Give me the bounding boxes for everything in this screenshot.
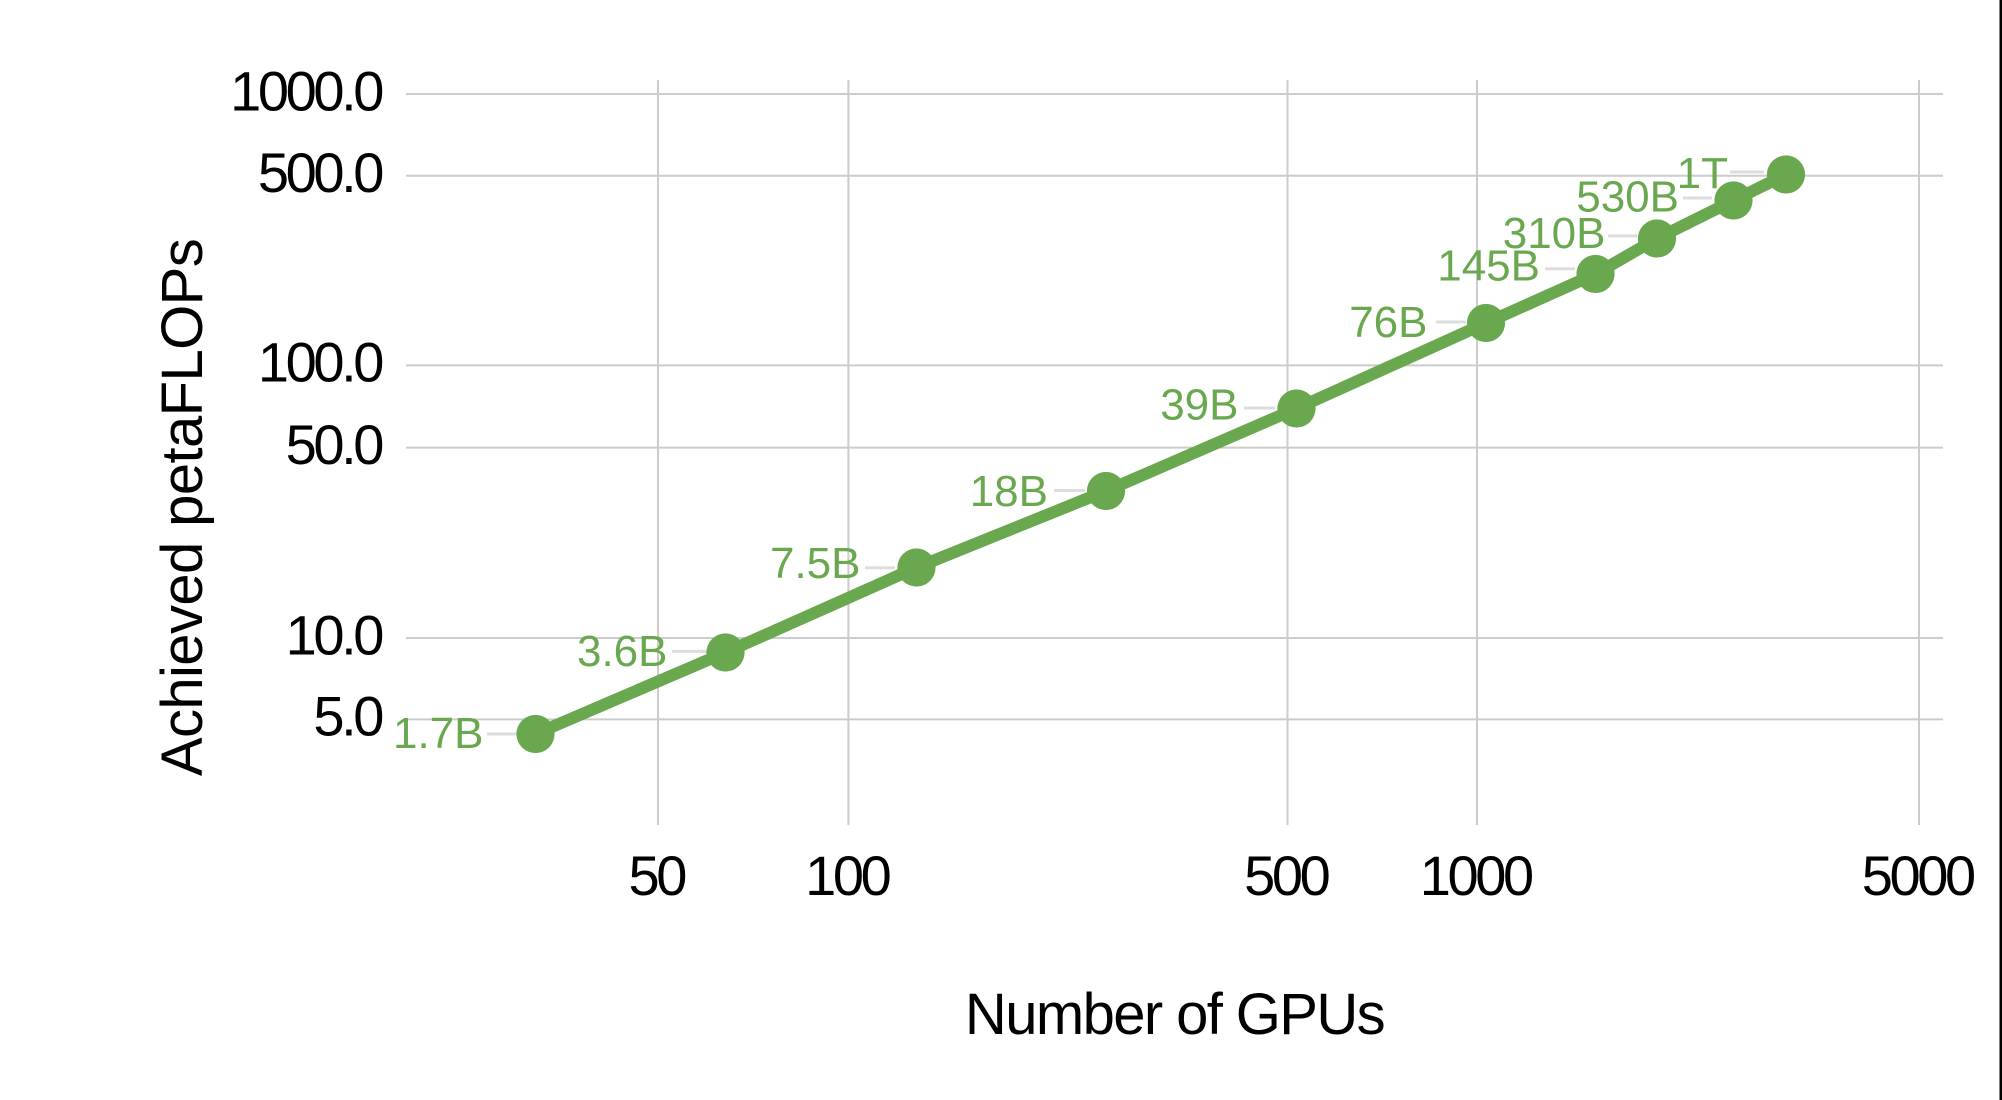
svg-text:3.6B: 3.6B	[577, 627, 668, 676]
svg-text:7.5B: 7.5B	[770, 539, 861, 588]
svg-text:50: 50	[629, 844, 686, 907]
svg-text:500.0: 500.0	[258, 141, 382, 204]
svg-text:1000.0: 1000.0	[230, 59, 382, 122]
svg-text:1T: 1T	[1677, 149, 1728, 198]
svg-text:10.0: 10.0	[286, 603, 383, 666]
svg-text:50.0: 50.0	[286, 413, 383, 476]
svg-text:Achieved petaFLOPs: Achieved petaFLOPs	[150, 239, 215, 776]
svg-text:1000: 1000	[1420, 844, 1532, 907]
svg-text:18B: 18B	[970, 467, 1048, 516]
svg-text:145B: 145B	[1437, 242, 1540, 291]
svg-text:530B: 530B	[1576, 173, 1679, 222]
svg-text:310B: 310B	[1503, 209, 1606, 258]
svg-text:76B: 76B	[1349, 298, 1427, 347]
svg-text:100.0: 100.0	[258, 331, 382, 394]
svg-text:5000: 5000	[1862, 844, 1974, 907]
svg-text:100: 100	[805, 844, 889, 907]
svg-text:500: 500	[1244, 844, 1328, 907]
svg-text:Number of GPUs: Number of GPUs	[965, 982, 1384, 1047]
svg-text:39B: 39B	[1160, 381, 1238, 430]
svg-text:1.7B: 1.7B	[393, 709, 484, 758]
svg-text:5.0: 5.0	[313, 685, 382, 748]
